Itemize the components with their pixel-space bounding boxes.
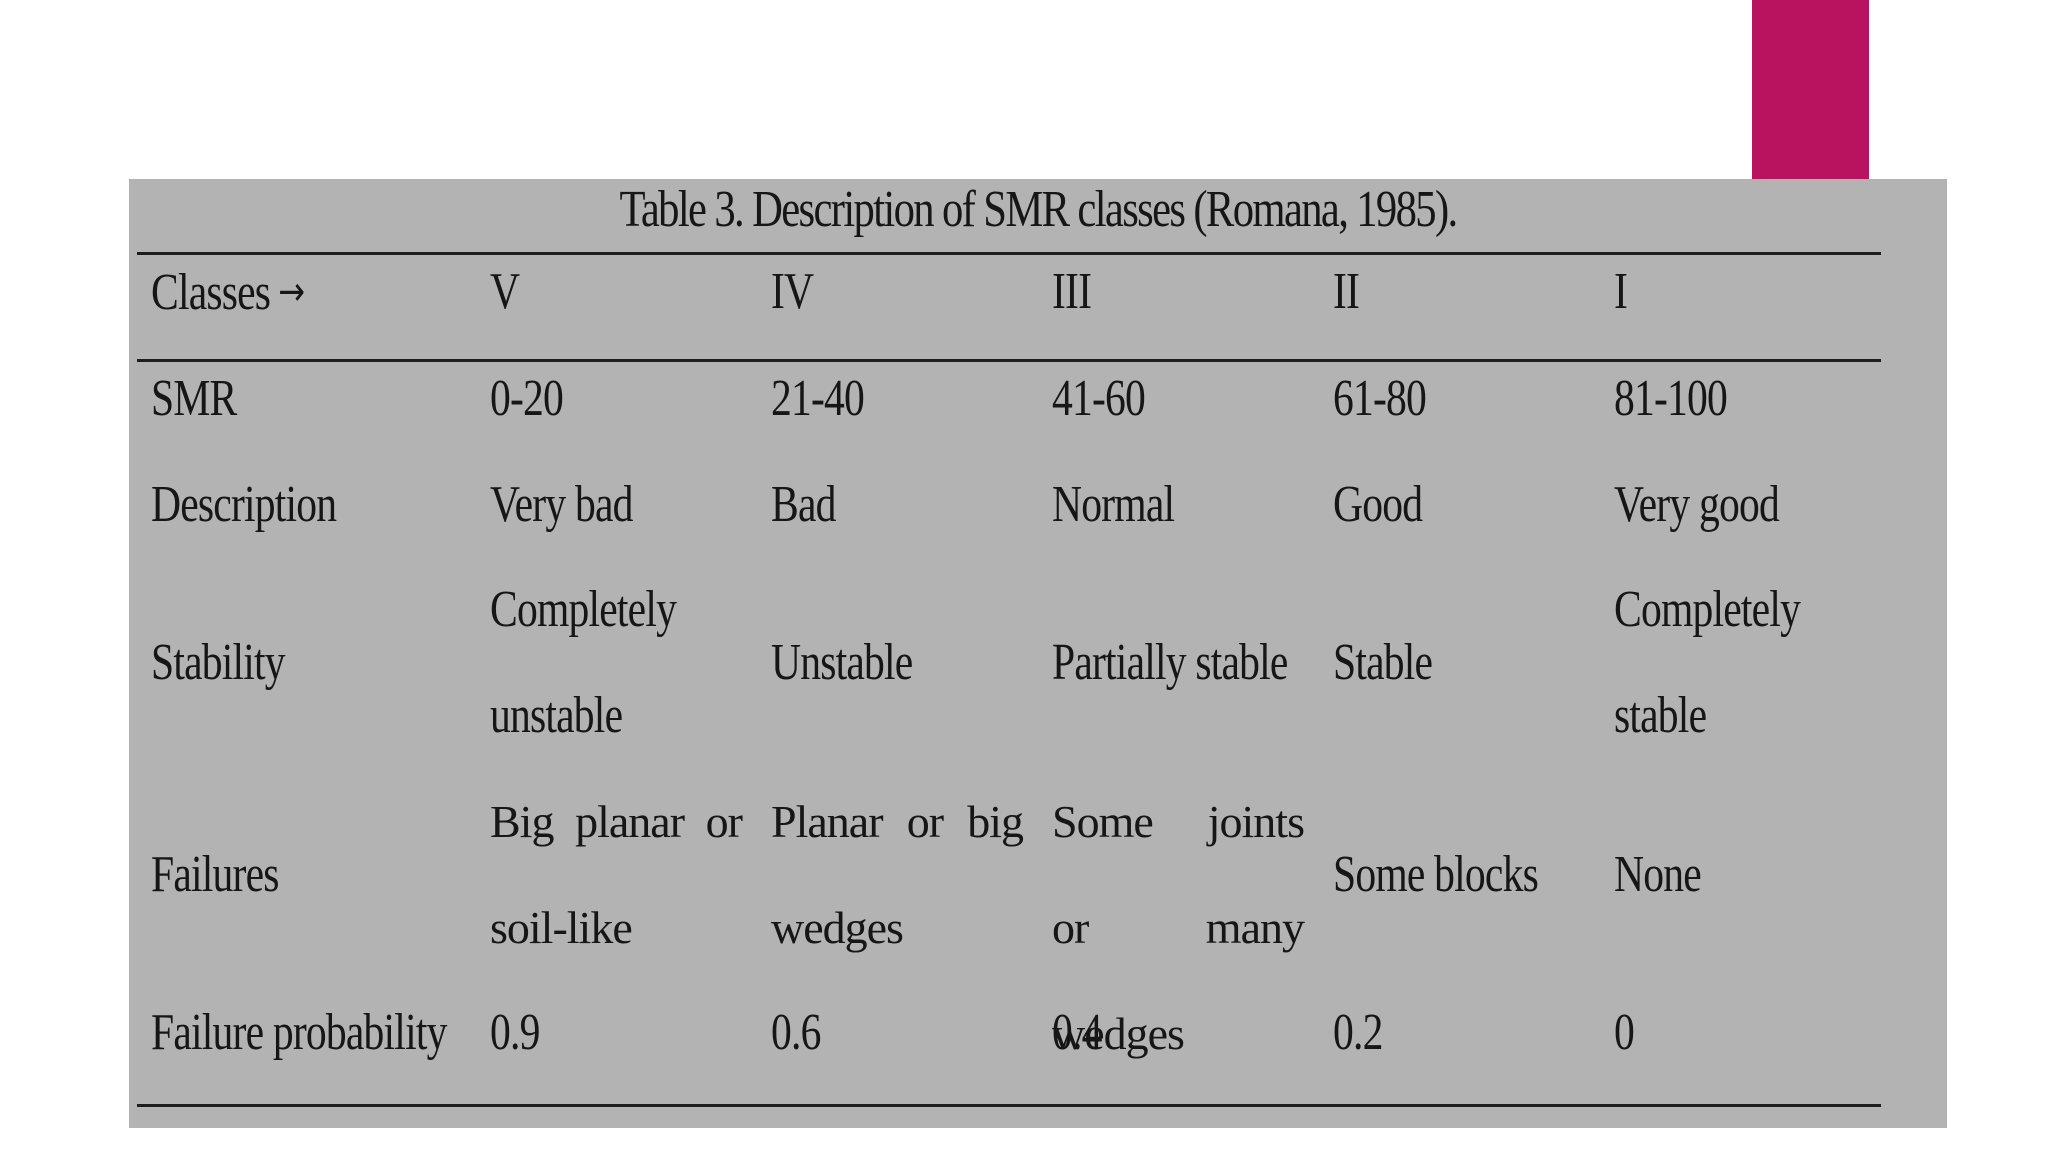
smr-value-iii: 41-60 — [1052, 370, 1146, 427]
smr-value-v: 0-20 — [490, 370, 564, 427]
accent-bar — [1752, 0, 1869, 180]
row-label-smr: SMR — [151, 370, 237, 427]
failures-value-ii: Some blocks — [1333, 846, 1539, 903]
table-panel: Table 3. Description of SMR classes (Rom… — [129, 179, 1947, 1128]
stability-value-ii: Stable — [1333, 634, 1433, 691]
failures-value-iii: Some joints or many wedges — [1052, 796, 1305, 1059]
description-value-v: Very bad — [490, 476, 633, 533]
header-class-iv: IV — [771, 263, 814, 320]
stability-value-i: Completely stable — [1614, 581, 1801, 744]
probability-value-i: 0 — [1614, 1004, 1635, 1061]
failures-value-iv: Planar or big wedges — [771, 796, 1024, 953]
smr-value-ii: 61-80 — [1333, 370, 1427, 427]
probability-value-iii: 0.4 — [1052, 1004, 1102, 1061]
header-label-cell: Classes → — [151, 239, 305, 346]
description-value-ii: Good — [1333, 476, 1423, 533]
header-class-ii: II — [1333, 263, 1360, 320]
row-label-stability: Stability — [151, 634, 286, 691]
header-class-i: I — [1614, 263, 1628, 320]
probability-value-v: 0.9 — [490, 1004, 540, 1061]
stability-value-iv: Unstable — [771, 634, 913, 691]
header-class-v: V — [490, 263, 520, 320]
description-value-i: Very good — [1614, 476, 1780, 533]
probability-value-ii: 0.2 — [1333, 1004, 1383, 1061]
row-label-description: Description — [151, 476, 337, 533]
stability-value-v: Completely unstable — [490, 581, 677, 744]
description-value-iv: Bad — [771, 476, 836, 533]
arrow-right-icon: → — [278, 269, 305, 315]
table-title: Table 3. Description of SMR classes (Rom… — [619, 181, 1458, 238]
smr-value-iv: 21-40 — [771, 370, 865, 427]
table-bottom-rule — [137, 1104, 1881, 1107]
header-bottom-rule — [137, 359, 1881, 362]
smr-value-i: 81-100 — [1614, 370, 1728, 427]
row-label-failures: Failures — [151, 846, 279, 903]
row-label-failure-probability: Failure probability — [151, 1004, 447, 1061]
table-top-rule — [137, 252, 1881, 255]
header-class-iii: III — [1052, 263, 1092, 320]
description-value-iii: Normal — [1052, 476, 1175, 533]
header-label: Classes — [151, 264, 271, 321]
failures-value-i: None — [1614, 846, 1702, 903]
probability-value-iv: 0.6 — [771, 1004, 821, 1061]
stability-value-iii: Partially stable — [1052, 634, 1288, 691]
failures-value-v: Big planar or soil-like — [490, 796, 743, 953]
